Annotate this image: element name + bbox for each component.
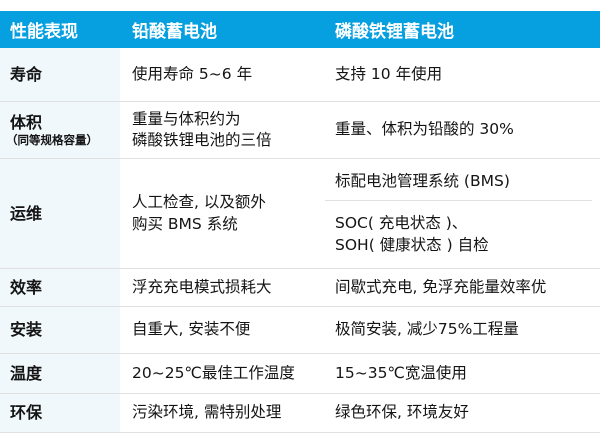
cell-text-line: 污染环境, 需特别处理 — [132, 403, 282, 422]
lfp-subcell-soc-soh: SOC( 充电状态 )、 SOH( 健康状态 ) 自检 — [325, 201, 600, 268]
lfp-subcell-bms: 标配电池管理系统 (BMS) — [325, 159, 600, 200]
row-label-cell: 效率 — [0, 269, 120, 306]
lfp-cell: 重量、体积为铅酸的 30% — [325, 102, 600, 158]
row-label-cell: 安装 — [0, 307, 120, 353]
row-label-cell: 温度 — [0, 354, 120, 393]
lead-acid-cell: 20~25℃最佳工作温度 — [120, 354, 325, 393]
cell-text-line: 浮充充电模式损耗大 — [132, 277, 272, 296]
cell-text-line: 标配电池管理系统 (BMS) — [335, 171, 510, 190]
cell-text-line: 15~35℃宽温使用 — [335, 363, 467, 382]
top-margin — [0, 0, 600, 11]
cell-text-line: 磷酸铁锂电池的三倍 — [132, 131, 272, 149]
lead-acid-cell: 污染环境, 需特别处理 — [120, 394, 325, 432]
cell-text-line: 间歇式充电, 免浮充能量效率优 — [335, 277, 547, 296]
subcell-divider — [325, 200, 592, 201]
lead-acid-cell: 重量与体积约为 磷酸铁锂电池的三倍 — [120, 102, 325, 158]
lead-acid-cell: 使用寿命 5~6 年 — [120, 48, 325, 101]
cell-text-line: 购买 BMS 系统 — [132, 214, 238, 233]
table-row-environment: 环保 污染环境, 需特别处理 绿色环保, 环境友好 — [0, 393, 600, 433]
cell-text-line: 极简安装, 减少75%工程量 — [335, 320, 519, 339]
row-label: 运维 — [10, 203, 43, 223]
lfp-cell: 极简安装, 减少75%工程量 — [325, 307, 600, 353]
table-row-operations: 运维 人工检查, 以及额外 购买 BMS 系统 标配电池管理系统 (BMS) S… — [0, 158, 600, 268]
lead-acid-cell: 人工检查, 以及额外 购买 BMS 系统 — [120, 159, 325, 268]
row-label: 安装 — [10, 320, 43, 339]
cell-text-line: SOC( 充电状态 )、 — [335, 214, 468, 232]
cell-text-line: 使用寿命 5~6 年 — [132, 64, 253, 83]
table-row-efficiency: 效率 浮充充电模式损耗大 间歇式充电, 免浮充能量效率优 — [0, 268, 600, 306]
header-performance: 性能表现 — [10, 22, 78, 42]
cell-text-line: 绿色环保, 环境友好 — [335, 403, 469, 422]
table-row-lifespan: 寿命 使用寿命 5~6 年 支持 10 年使用 — [0, 48, 600, 101]
row-label: 环保 — [10, 403, 43, 422]
lfp-cell: 支持 10 年使用 — [325, 48, 600, 101]
row-label: 温度 — [10, 363, 43, 383]
row-label-cell: 寿命 — [0, 48, 120, 101]
cell-text-line: 人工检查, 以及额外 — [132, 193, 266, 211]
table-row-volume: 体积 （同等规格容量） 重量与体积约为 磷酸铁锂电池的三倍 重量、体积为铅酸的 … — [0, 101, 600, 158]
cell-text-line: 20~25℃最佳工作温度 — [132, 363, 295, 382]
cell-text-line: 支持 10 年使用 — [335, 64, 443, 83]
row-sublabel: （同等规格容量） — [6, 132, 98, 147]
lfp-cell: 绿色环保, 环境友好 — [325, 394, 600, 432]
cell-text-line: 重量与体积约为 — [132, 109, 241, 128]
row-label: 体积 — [10, 112, 43, 132]
lead-acid-cell: 浮充充电模式损耗大 — [120, 269, 325, 306]
table-row-temperature: 温度 20~25℃最佳工作温度 15~35℃宽温使用 — [0, 353, 600, 393]
cell-text-line: 重量、体积为铅酸的 30% — [335, 120, 514, 139]
header-lfp-battery: 磷酸铁锂蓄电池 — [335, 22, 454, 42]
cell-text-line: 自重大, 安装不便 — [132, 320, 251, 339]
table-row-installation: 安装 自重大, 安装不便 极简安装, 减少75%工程量 — [0, 306, 600, 353]
row-label-cell: 环保 — [0, 394, 120, 432]
row-label: 寿命 — [10, 64, 43, 84]
lead-acid-cell: 自重大, 安装不便 — [120, 307, 325, 353]
row-label: 效率 — [10, 277, 43, 297]
table-header-row: 性能表现 铅酸蓄电池 磷酸铁锂蓄电池 — [0, 11, 600, 48]
row-label-cell: 体积 （同等规格容量） — [0, 102, 120, 158]
header-lead-acid-battery: 铅酸蓄电池 — [132, 22, 217, 42]
row-label-cell: 运维 — [0, 159, 120, 268]
lfp-cell: 间歇式充电, 免浮充能量效率优 — [325, 269, 600, 306]
lfp-cell: 15~35℃宽温使用 — [325, 354, 600, 393]
cell-text-line: SOH( 健康状态 ) 自检 — [335, 235, 489, 254]
lfp-cell: 标配电池管理系统 (BMS) SOC( 充电状态 )、 SOH( 健康状态 ) … — [325, 159, 600, 268]
